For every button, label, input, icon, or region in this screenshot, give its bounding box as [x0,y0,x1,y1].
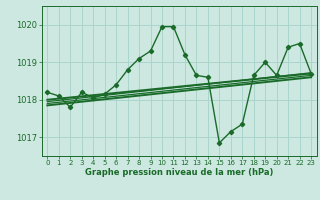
X-axis label: Graphe pression niveau de la mer (hPa): Graphe pression niveau de la mer (hPa) [85,168,273,177]
